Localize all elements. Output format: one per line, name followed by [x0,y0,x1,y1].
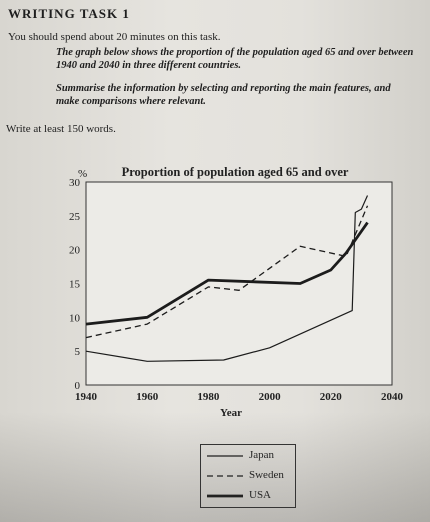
legend-swatch-usa [207,494,243,498]
x-tick-label-1940: 1940 [75,391,98,403]
x-tick-label-2040: 2040 [381,391,404,403]
legend-label-sweden: Sweden [249,469,284,481]
task-prompt-summarise: Summarise the information by selecting a… [56,83,391,107]
y-axis-label: % [78,168,87,180]
task-instruction: You should spend about 20 minutes on thi… [8,31,221,43]
y-tick-label-20: 20 [69,245,81,257]
word-count-instruction: Write at least 150 words. [6,123,116,135]
legend-item-sweden: Sweden [201,466,295,486]
chart-title: Proportion of population aged 65 and ove… [122,165,349,179]
x-axis-label: Year [220,407,242,419]
series-line-japan [85,195,369,362]
y-tick-label-5: 5 [75,346,81,358]
legend-item-usa: USA [201,486,295,506]
y-tick-label-0: 0 [75,380,81,392]
series-line-sweden [85,205,369,339]
x-tick-label-2000: 2000 [259,391,282,403]
x-tick-label-1960: 1960 [136,391,159,403]
legend-label-usa: USA [249,489,272,501]
legend-swatch-japan [207,455,243,457]
task-prompt-graph: The graph below shows the proportion of … [56,47,414,71]
series-line-usa [85,221,369,326]
task-title: WRITING TASK 1 [8,6,130,21]
y-tick-label-15: 15 [69,279,81,291]
y-tick-label-25: 25 [69,211,81,223]
plot-frame [85,181,393,386]
y-tick-label-30: 30 [69,177,81,189]
legend-item-japan: Japan [201,446,295,466]
x-tick-label-2020: 2020 [320,391,343,403]
legend-label-japan: Japan [249,449,275,461]
legend-swatch-sweden [207,475,243,477]
x-tick-label-1980: 1980 [197,391,220,403]
y-tick-label-10: 10 [69,312,81,324]
chart-legend: Japan Sweden USA [200,444,296,508]
